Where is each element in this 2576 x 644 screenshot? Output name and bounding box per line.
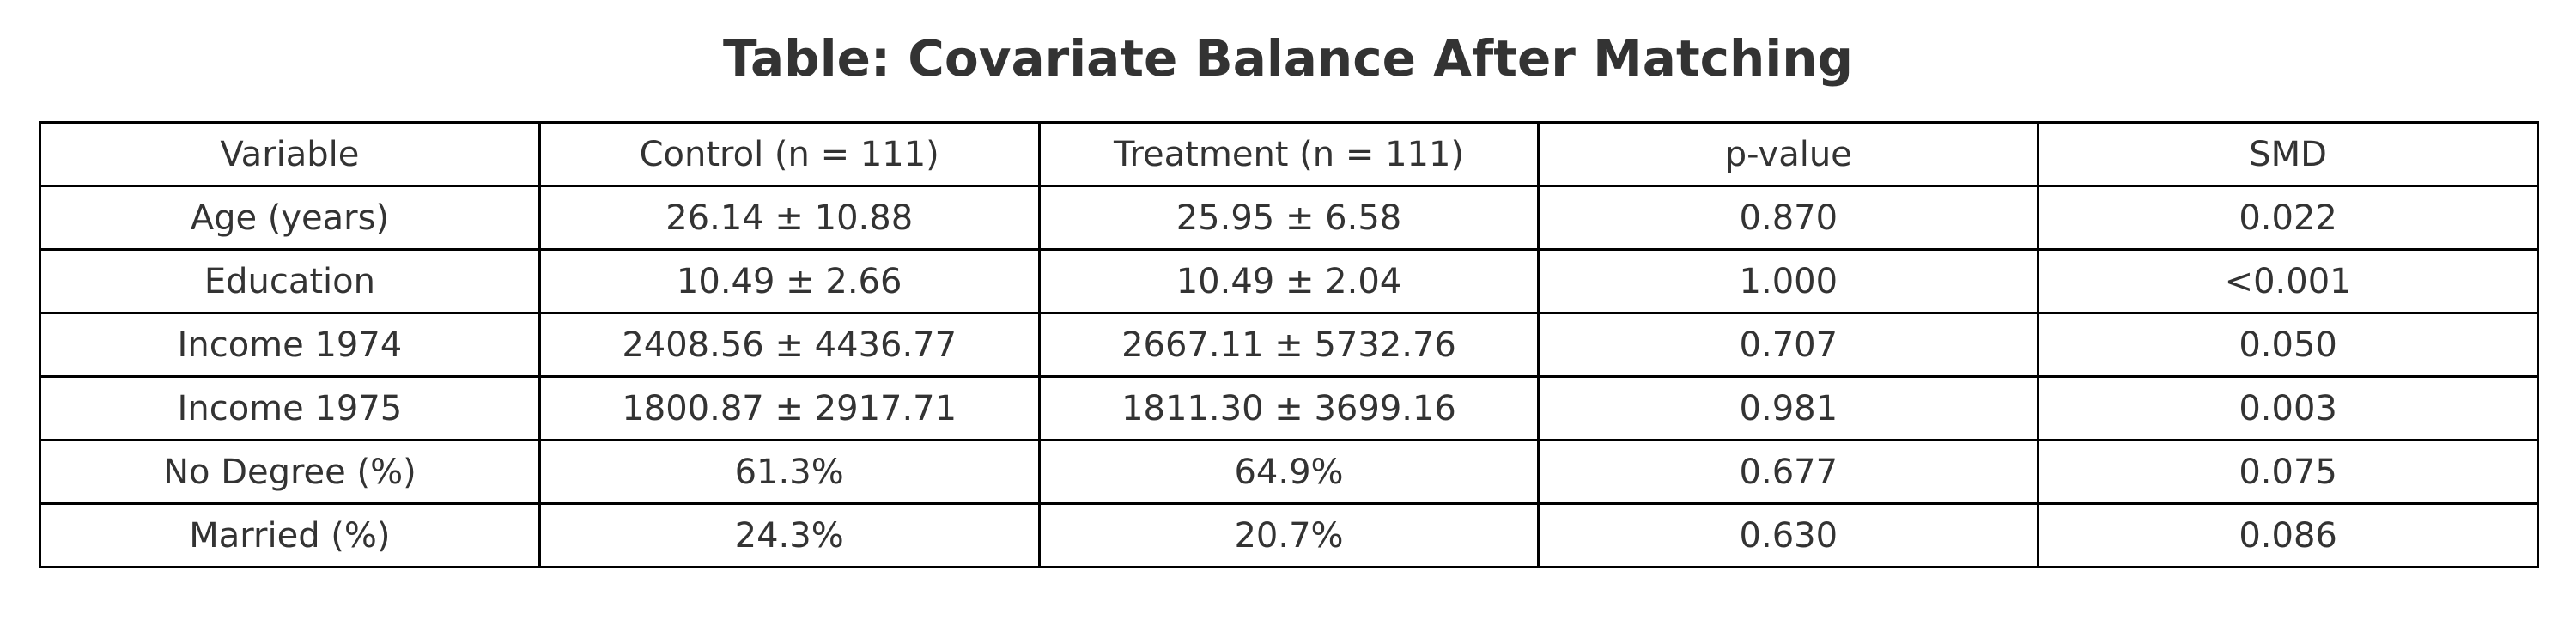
cell-variable: Age (years) — [39, 185, 541, 251]
cell-variable: Income 1974 — [39, 312, 541, 378]
cell-treatment: 64.9% — [1037, 439, 1540, 505]
cell-treatment: 2667.11 ± 5732.76 — [1037, 312, 1540, 378]
cell-p-value: 0.707 — [1537, 312, 2040, 378]
table-row: No Degree (%) 61.3% 64.9% 0.677 0.075 — [39, 439, 2539, 505]
cell-variable: Education — [39, 248, 541, 314]
column-header-control: Control (n = 111) — [538, 121, 1041, 187]
cell-smd: <0.001 — [2037, 248, 2539, 314]
cell-p-value: 0.630 — [1537, 502, 2040, 568]
cell-variable: Married (%) — [39, 502, 541, 568]
column-header-treatment: Treatment (n = 111) — [1037, 121, 1540, 187]
cell-variable: No Degree (%) — [39, 439, 541, 505]
cell-smd: 0.050 — [2037, 312, 2539, 378]
cell-p-value: 1.000 — [1537, 248, 2040, 314]
cell-smd: 0.022 — [2037, 185, 2539, 251]
cell-smd: 0.086 — [2037, 502, 2539, 568]
column-header-variable: Variable — [39, 121, 541, 187]
cell-control: 61.3% — [538, 439, 1041, 505]
cell-control: 24.3% — [538, 502, 1041, 568]
cell-smd: 0.075 — [2037, 439, 2539, 505]
table-row: Married (%) 24.3% 20.7% 0.630 0.086 — [39, 502, 2539, 568]
table-row: Age (years) 26.14 ± 10.88 25.95 ± 6.58 0… — [39, 185, 2539, 251]
cell-control: 2408.56 ± 4436.77 — [538, 312, 1041, 378]
cell-p-value: 0.870 — [1537, 185, 2040, 251]
cell-treatment: 25.95 ± 6.58 — [1037, 185, 1540, 251]
column-header-smd: SMD — [2037, 121, 2539, 187]
table-row: Income 1974 2408.56 ± 4436.77 2667.11 ± … — [39, 312, 2539, 378]
covariate-balance-table: Variable Control (n = 111) Treatment (n … — [39, 121, 2539, 568]
column-header-p-value: p-value — [1537, 121, 2040, 187]
cell-control: 10.49 ± 2.66 — [538, 248, 1041, 314]
cell-variable: Income 1975 — [39, 375, 541, 441]
table-row: Education 10.49 ± 2.66 10.49 ± 2.04 1.00… — [39, 248, 2539, 314]
cell-p-value: 0.981 — [1537, 375, 2040, 441]
table-row: Income 1975 1800.87 ± 2917.71 1811.30 ± … — [39, 375, 2539, 441]
cell-p-value: 0.677 — [1537, 439, 2040, 505]
table-header-row: Variable Control (n = 111) Treatment (n … — [39, 121, 2539, 187]
cell-treatment: 10.49 ± 2.04 — [1037, 248, 1540, 314]
cell-smd: 0.003 — [2037, 375, 2539, 441]
cell-treatment: 20.7% — [1037, 502, 1540, 568]
table-title: Table: Covariate Balance After Matching — [722, 29, 1854, 88]
cell-control: 1800.87 ± 2917.71 — [538, 375, 1041, 441]
cell-treatment: 1811.30 ± 3699.16 — [1037, 375, 1540, 441]
cell-control: 26.14 ± 10.88 — [538, 185, 1041, 251]
